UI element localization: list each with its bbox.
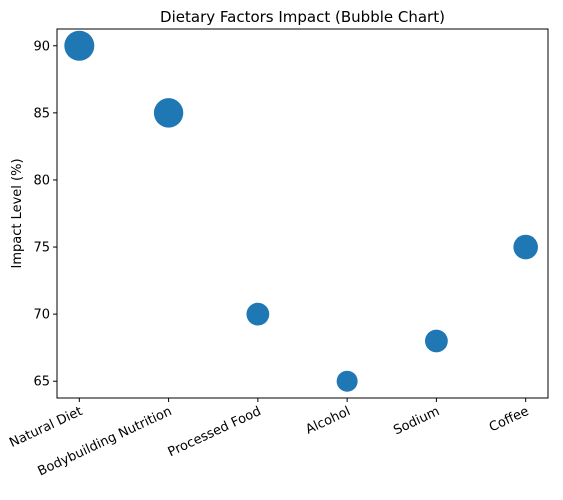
bubble: [246, 302, 270, 326]
plot-frame: [56, 28, 549, 399]
y-tick-label: 65: [33, 375, 50, 390]
bubble: [64, 30, 95, 61]
bubble: [153, 98, 184, 128]
bubble: [336, 370, 358, 392]
x-tick-label: Processed Food: [166, 404, 264, 460]
bubble: [425, 329, 448, 353]
x-tick-label: Alcohol: [304, 404, 353, 438]
x-tick-label: Sodium: [391, 404, 442, 438]
x-tick-label: Coffee: [487, 404, 531, 435]
y-tick-label: 85: [33, 106, 50, 121]
x-tick-label: Natural Diet: [7, 404, 85, 451]
y-axis-label: Impact Level (%): [10, 158, 25, 268]
y-tick-label: 80: [33, 173, 50, 188]
chart-title: Dietary Factors Impact (Bubble Chart): [160, 8, 445, 26]
bubbles: [64, 30, 538, 392]
y-axis: 65 70 75 80 85 90: [33, 39, 57, 390]
y-tick-label: 90: [33, 39, 50, 54]
y-tick-label: 75: [33, 241, 50, 256]
y-tick-label: 70: [33, 308, 50, 323]
bubble: [513, 234, 538, 260]
